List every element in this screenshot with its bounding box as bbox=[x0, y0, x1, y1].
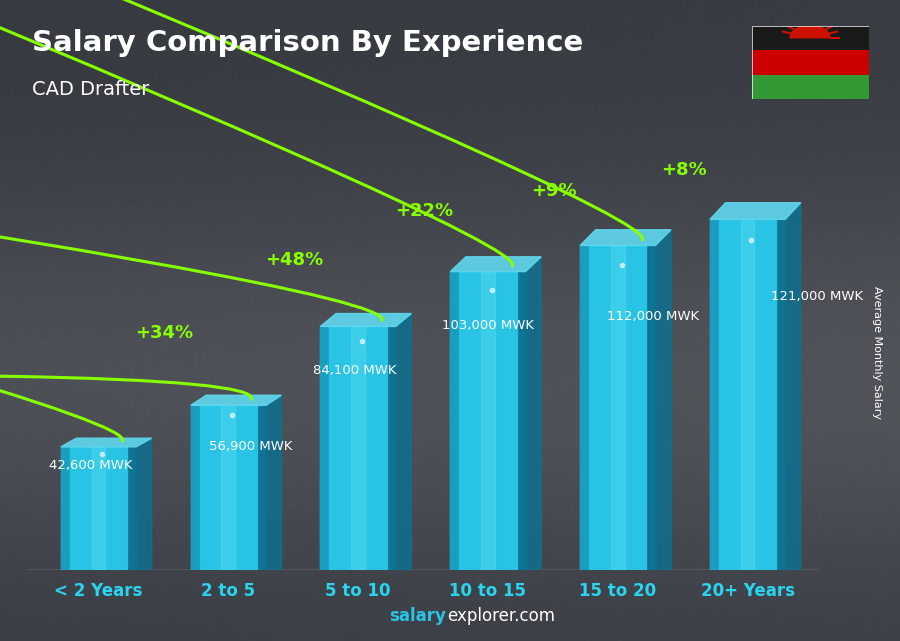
Polygon shape bbox=[221, 405, 235, 570]
Text: +22%: +22% bbox=[395, 202, 453, 220]
Polygon shape bbox=[517, 272, 526, 570]
Polygon shape bbox=[136, 438, 151, 570]
Polygon shape bbox=[450, 272, 526, 570]
Polygon shape bbox=[450, 272, 459, 570]
Text: Salary Comparison By Experience: Salary Comparison By Experience bbox=[32, 29, 583, 57]
Text: 84,100 MWK: 84,100 MWK bbox=[312, 364, 396, 377]
Polygon shape bbox=[719, 219, 776, 570]
Text: +48%: +48% bbox=[266, 251, 323, 269]
Polygon shape bbox=[710, 219, 785, 570]
Polygon shape bbox=[61, 438, 151, 447]
Text: 121,000 MWK: 121,000 MWK bbox=[771, 290, 863, 303]
Polygon shape bbox=[200, 405, 256, 570]
Polygon shape bbox=[580, 229, 671, 246]
Text: 112,000 MWK: 112,000 MWK bbox=[608, 310, 699, 324]
Polygon shape bbox=[776, 219, 785, 570]
Polygon shape bbox=[92, 447, 105, 570]
Polygon shape bbox=[785, 203, 801, 570]
Text: +8%: +8% bbox=[661, 161, 707, 179]
Bar bbox=[752, 26, 868, 50]
Text: 103,000 MWK: 103,000 MWK bbox=[443, 319, 535, 332]
Polygon shape bbox=[61, 447, 70, 570]
Text: CAD Drafter: CAD Drafter bbox=[32, 80, 148, 99]
Polygon shape bbox=[580, 246, 655, 570]
Polygon shape bbox=[450, 257, 541, 272]
Polygon shape bbox=[710, 219, 719, 570]
Bar bbox=[752, 50, 868, 75]
Polygon shape bbox=[320, 326, 396, 570]
Polygon shape bbox=[482, 272, 495, 570]
Polygon shape bbox=[396, 313, 411, 570]
Polygon shape bbox=[320, 326, 329, 570]
Polygon shape bbox=[655, 229, 671, 570]
Text: salary: salary bbox=[389, 607, 446, 625]
Polygon shape bbox=[526, 257, 541, 570]
Polygon shape bbox=[256, 405, 266, 570]
Text: +34%: +34% bbox=[135, 324, 194, 342]
Polygon shape bbox=[127, 447, 136, 570]
Polygon shape bbox=[590, 246, 646, 570]
Polygon shape bbox=[387, 326, 396, 570]
Bar bbox=[752, 75, 868, 99]
Polygon shape bbox=[459, 272, 517, 570]
Polygon shape bbox=[790, 25, 830, 38]
Text: +9%: +9% bbox=[531, 181, 577, 199]
Polygon shape bbox=[191, 405, 200, 570]
Polygon shape bbox=[580, 246, 590, 570]
Polygon shape bbox=[329, 326, 387, 570]
Polygon shape bbox=[351, 326, 364, 570]
Polygon shape bbox=[191, 395, 282, 405]
Polygon shape bbox=[70, 447, 127, 570]
Text: 42,600 MWK: 42,600 MWK bbox=[50, 459, 132, 472]
Text: Average Monthly Salary: Average Monthly Salary bbox=[872, 286, 883, 419]
Polygon shape bbox=[266, 395, 282, 570]
Polygon shape bbox=[191, 405, 266, 570]
Polygon shape bbox=[320, 313, 411, 326]
Text: 56,900 MWK: 56,900 MWK bbox=[209, 440, 292, 453]
Polygon shape bbox=[741, 219, 754, 570]
Polygon shape bbox=[611, 246, 625, 570]
Polygon shape bbox=[710, 203, 801, 219]
Polygon shape bbox=[646, 246, 655, 570]
Text: explorer.com: explorer.com bbox=[447, 607, 555, 625]
Polygon shape bbox=[61, 447, 136, 570]
